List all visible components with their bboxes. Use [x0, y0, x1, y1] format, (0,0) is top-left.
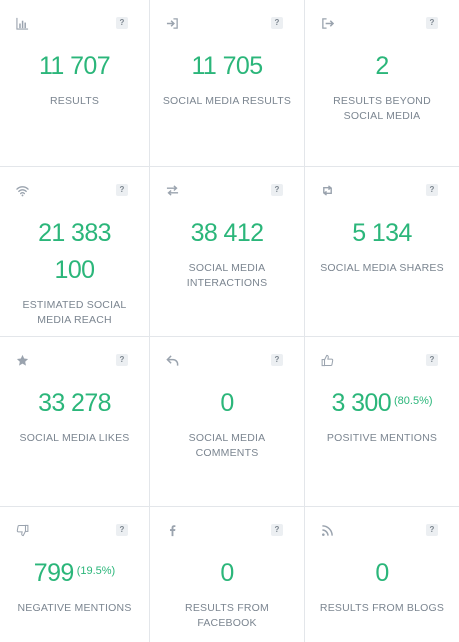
rss-icon	[320, 523, 334, 537]
results-beyond-social-media-label: RESULTS BEYOND SOCIAL MEDIA	[333, 95, 431, 122]
thumbs-down-icon	[15, 523, 29, 537]
results-card: ? 11 707 RESULTS	[0, 0, 150, 167]
social-media-interactions-value: 38 412	[190, 219, 264, 247]
help-button[interactable]: ?	[426, 354, 438, 366]
results-from-facebook-card: ? 0 RESULTS FROM FACEBOOK	[150, 507, 305, 642]
help-button[interactable]: ?	[426, 524, 438, 536]
estimated-reach-card: ? 21 383 100 ESTIMATED SOCIAL MEDIA REAC…	[0, 167, 150, 337]
estimated-reach-value-line2: 100	[54, 256, 96, 284]
positive-mentions-label: POSITIVE MENTIONS	[326, 432, 438, 444]
social-media-comments-card: ? 0 SOCIAL MEDIA COMMENTS	[150, 337, 305, 507]
results-from-blogs-label: RESULTS FROM BLOGS	[319, 602, 445, 614]
social-media-likes-value: 33 278	[38, 389, 111, 417]
help-button[interactable]: ?	[116, 184, 128, 196]
help-button[interactable]: ?	[271, 17, 283, 29]
sign-in-icon	[165, 16, 179, 30]
estimated-reach-label: ESTIMATED SOCIAL MEDIA REACH	[22, 299, 127, 326]
help-button[interactable]: ?	[271, 524, 283, 536]
negative-mentions-card: ? 799 (19.5%) NEGATIVE MENTIONS	[0, 507, 150, 642]
positive-mentions-value: 3 300 (80.5%)	[305, 385, 459, 421]
social-media-likes-card: ? 33 278 SOCIAL MEDIA LIKES	[0, 337, 150, 507]
results-value: 11 707	[38, 52, 111, 80]
results-from-blogs-value: 0	[375, 559, 389, 587]
social-media-likes-label: SOCIAL MEDIA LIKES	[19, 432, 130, 444]
bar-chart-icon	[15, 16, 29, 30]
social-media-shares-label: SOCIAL MEDIA SHARES	[320, 262, 444, 274]
help-button[interactable]: ?	[116, 524, 128, 536]
social-media-results-value: 11 705	[191, 52, 263, 80]
facebook-icon	[165, 523, 179, 537]
social-media-comments-label: SOCIAL MEDIA COMMENTS	[188, 432, 266, 459]
positive-mentions-count: 3 300	[331, 389, 392, 417]
negative-mentions-value: 799 (19.5%)	[0, 555, 149, 591]
estimated-reach-value: 21 383 100	[0, 215, 149, 289]
help-button[interactable]: ?	[271, 184, 283, 196]
reply-icon	[165, 353, 179, 367]
positive-mentions-percent: (80.5%)	[394, 395, 433, 407]
wifi-icon	[15, 183, 29, 197]
negative-mentions-label: NEGATIVE MENTIONS	[17, 602, 132, 614]
thumbs-up-icon	[320, 353, 334, 367]
help-button[interactable]: ?	[116, 354, 128, 366]
negative-mentions-count: 799	[33, 559, 75, 587]
negative-mentions-percent: (19.5%)	[76, 565, 116, 577]
star-icon	[15, 353, 29, 367]
help-button[interactable]: ?	[426, 17, 438, 29]
exchange-icon	[165, 183, 179, 197]
help-button[interactable]: ?	[271, 354, 283, 366]
results-beyond-social-media-card: ? 2 RESULTS BEYOND SOCIAL MEDIA	[305, 0, 459, 167]
sign-out-icon	[320, 16, 334, 30]
social-media-interactions-label: SOCIAL MEDIA INTERACTIONS	[186, 262, 268, 289]
social-media-comments-value: 0	[220, 389, 234, 417]
social-media-results-label: SOCIAL MEDIA RESULTS	[162, 95, 292, 107]
social-media-results-card: ? 11 705 SOCIAL MEDIA RESULTS	[150, 0, 305, 167]
results-label: RESULTS	[49, 95, 100, 107]
results-from-blogs-card: ? 0 RESULTS FROM BLOGS	[305, 507, 459, 642]
positive-mentions-card: ? 3 300 (80.5%) POSITIVE MENTIONS	[305, 337, 459, 507]
social-media-shares-card: ? 5 134 SOCIAL MEDIA SHARES	[305, 167, 459, 337]
results-beyond-social-media-value: 2	[375, 52, 389, 80]
retweet-icon	[320, 183, 334, 197]
results-from-facebook-label: RESULTS FROM FACEBOOK	[185, 602, 269, 629]
results-from-facebook-value: 0	[220, 559, 234, 587]
help-button[interactable]: ?	[116, 17, 128, 29]
help-button[interactable]: ?	[426, 184, 438, 196]
social-media-interactions-card: ? 38 412 SOCIAL MEDIA INTERACTIONS	[150, 167, 305, 337]
estimated-reach-value-line1: 21 383	[38, 219, 111, 247]
social-media-shares-value: 5 134	[352, 219, 412, 247]
